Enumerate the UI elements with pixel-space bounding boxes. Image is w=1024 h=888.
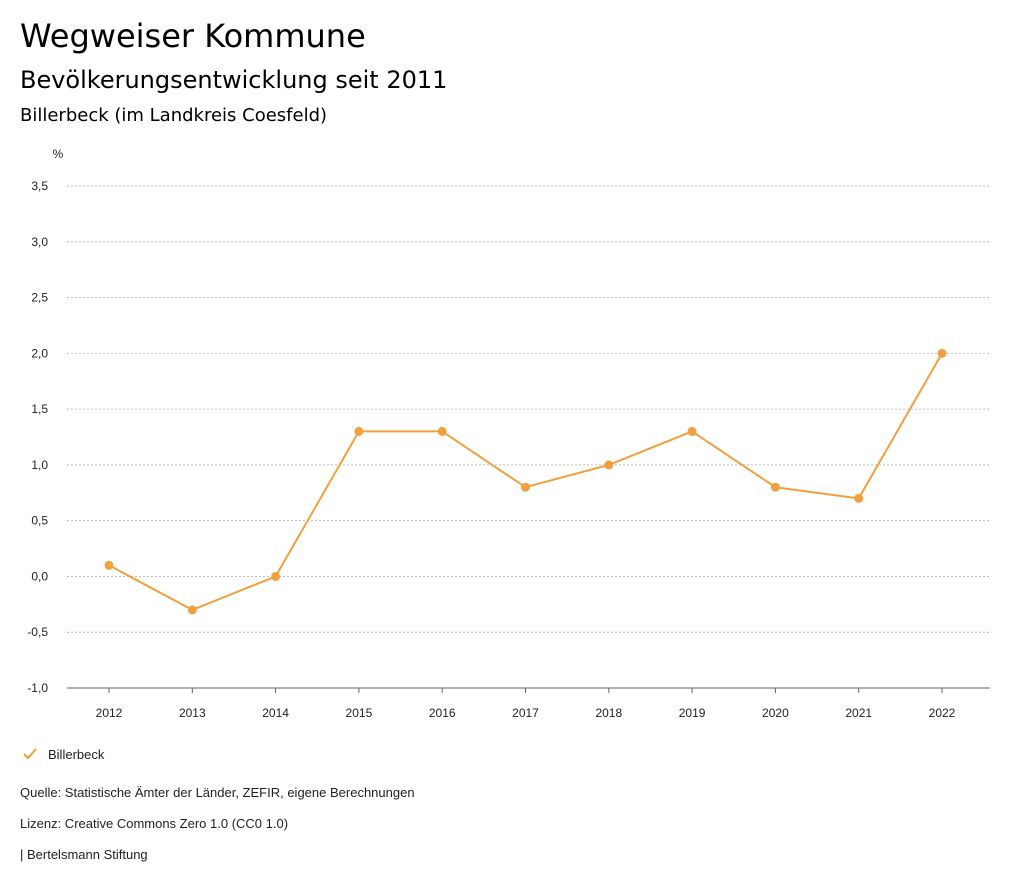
data-point[interactable]: [521, 482, 530, 492]
x-axis: 2012 2013 2014 2015 2016 2017 2018 2019 2020 2021…: [67, 687, 990, 720]
data-point[interactable]: [354, 426, 364, 436]
source-note: Quelle: Statistische Ämter der Länder, Z…: [20, 785, 415, 800]
x-tick-label: 2017: [512, 706, 539, 720]
legend[interactable]: Billerbeck: [20, 744, 104, 764]
checkmark-icon[interactable]: [20, 744, 40, 764]
x-tick-label: 2015: [346, 706, 373, 720]
data-point[interactable]: [271, 571, 281, 581]
series-layer: [104, 348, 947, 615]
data-point[interactable]: [854, 493, 864, 503]
y-tick-label: 2,0: [31, 346, 48, 360]
x-tick-label: 2016: [429, 706, 456, 720]
y-tick-label: -0,5: [27, 625, 48, 639]
grid-lines: [67, 185, 990, 689]
x-tick-label: 2020: [762, 706, 789, 720]
license-note: Lizenz: Creative Commons Zero 1.0 (CC0 1…: [20, 816, 289, 831]
data-point[interactable]: [937, 348, 947, 358]
y-tick-label: -1,0: [27, 681, 48, 695]
data-point[interactable]: [770, 482, 780, 492]
y-tick-label: 1,0: [31, 458, 48, 472]
x-tick-label: 2014: [262, 706, 289, 720]
y-tick-label: 3,5: [31, 179, 48, 193]
page-title: Wegweiser Kommune: [20, 17, 366, 55]
y-tick-label: 0,5: [31, 514, 48, 528]
data-point[interactable]: [187, 605, 197, 615]
x-tick-label: 2022: [929, 706, 956, 720]
y-tick-label: 1,5: [31, 402, 48, 416]
data-point[interactable]: [687, 426, 697, 436]
y-axis-ticks: -1,0 -0,5 0,0 0,5 1,0 1,5 2,0 2,5 3,0 3,5: [27, 179, 48, 695]
chart-subtitle: Bevölkerungsentwicklung seit 2011: [20, 66, 448, 94]
x-tick-label: 2013: [179, 706, 206, 720]
y-tick-label: 0,0: [31, 569, 48, 583]
legend-label: Billerbeck: [48, 746, 105, 762]
line-chart: % -1,0-0,50,00,51,01,52,02,53,03,5 2012 2…: [27, 147, 990, 720]
x-tick-label: 2021: [845, 706, 872, 720]
series-line: [108, 352, 943, 611]
x-tick-label: 2018: [595, 706, 622, 720]
y-axis-unit-label: %: [53, 147, 64, 161]
publisher-note: | Bertelsmann Stiftung: [20, 847, 148, 862]
data-point[interactable]: [604, 460, 614, 470]
y-tick-label: 3,0: [31, 235, 48, 249]
x-tick-label: 2019: [679, 706, 706, 720]
region-label: Billerbeck (im Landkreis Coesfeld): [20, 105, 328, 126]
data-point[interactable]: [104, 560, 114, 570]
data-point[interactable]: [437, 426, 447, 436]
x-tick-label: 2012: [96, 706, 123, 720]
y-tick-label: 2,5: [31, 291, 48, 305]
